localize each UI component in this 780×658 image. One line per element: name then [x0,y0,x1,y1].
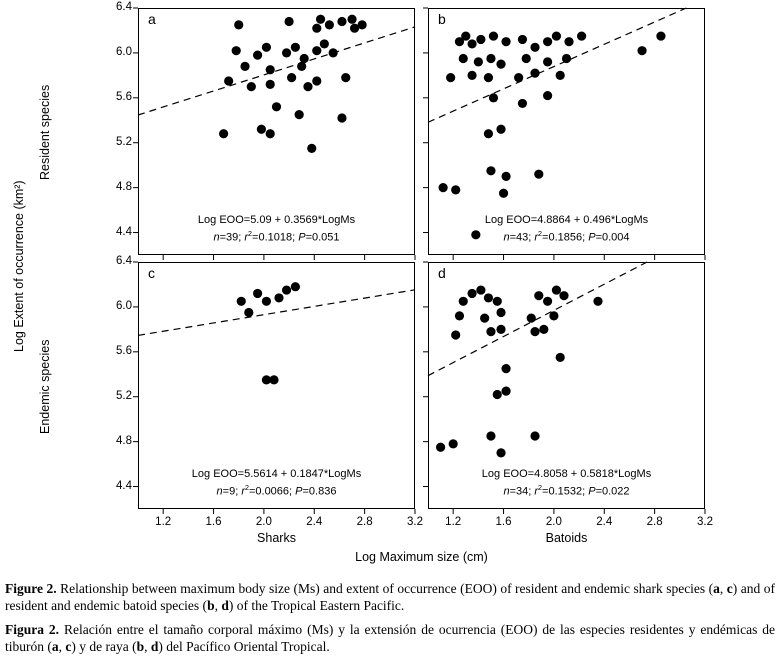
x-tick-label: 2.8 [646,516,663,528]
x-tick-label: 2.0 [255,516,272,528]
panel-d-scatter-plot [423,261,706,514]
x-tick-label: 2.0 [545,516,562,528]
row-label-endemic-species: Endemic species [38,339,52,435]
panel-b-fit-annotation: Log EOO=4.8864 + 0.496*LogMs n=43; r2=0.1… [428,213,705,247]
caption-spanish: Figura 2. Relación entre el tamaño corpo… [5,621,775,654]
y-tick-label: 5.2 [116,135,132,148]
x-tick-label: 3.2 [697,516,713,528]
fit-statistics: n=9; r2=0.0066; P=0.836 [216,484,337,499]
x-tick-label: 3.2 [407,516,423,528]
col-label-sharks: Sharks [257,531,296,545]
x-tick-label: 1.6 [205,516,222,528]
y-tick-label: 5.6 [116,344,132,357]
panel-b-scatter-plot [423,7,706,260]
x-tick-label: 1.2 [155,516,172,528]
y-tick-label: 6.0 [116,299,132,312]
figure-panel-a: a Log EOO=5.09 + 0.3569*LogMs n=39; r2=0.… [133,7,416,260]
fit-statistics: n=34; r2=0.1532; P=0.022 [503,484,630,499]
y-tick-label: 6.0 [116,45,132,58]
y-tick-label: 4.4 [116,479,132,492]
figure-caption: Figure 2. Relationship between maximum b… [5,581,775,658]
y-tick-label: 4.8 [116,434,132,447]
x-tick-label: 1.2 [445,516,462,528]
panel-c-letter: c [148,265,155,281]
y-tick-label: 5.2 [116,389,132,402]
x-axis-label: Log Maximum size (cm) [355,550,488,564]
fit-statistics: n=43; r2=0.1856; P=0.004 [503,230,630,245]
figure-panel-c: c Log EOO=5.5614 + 0.1847*LogMs n=9; r2=0… [133,261,416,514]
panel-a-fit-annotation: Log EOO=5.09 + 0.3569*LogMs n=39; r2=0.10… [138,213,415,247]
panel-d-fit-annotation: Log EOO=4.8058 + 0.5818*LogMs n=34; r2=0.… [428,467,705,501]
fit-equation: Log EOO=5.09 + 0.3569*LogMs [197,214,356,227]
x-tick-label: 2.8 [356,516,373,528]
figure-panel-b: b Log EOO=4.8864 + 0.496*LogMs n=43; r2=0… [423,7,706,260]
fit-equation: Log EOO=5.5614 + 0.1847*LogMs [191,468,362,481]
panel-d-letter: d [438,265,446,281]
caption-english: Figure 2. Relationship between maximum b… [5,581,776,613]
figure-2: Log Extent of occurrence (km²) Resident … [12,1,713,564]
y-tick-label: 4.8 [116,180,132,193]
panel-a-scatter-plot [133,7,416,260]
x-tick-label: 2.4 [306,516,323,528]
panel-c-scatter-plot [133,261,416,514]
row-label-resident-species: Resident species [38,84,52,180]
panel-a-letter: a [148,11,156,27]
fit-statistics: n=39; r2=0.1018; P=0.051 [213,230,340,245]
y-axis-label: Log Extent of occurrence (km²) [12,180,26,352]
panel-b-letter: b [438,11,446,27]
y-tick-label: 6.4 [116,255,132,267]
fit-equation: Log EOO=4.8864 + 0.496*LogMs [484,214,649,227]
fit-equation: Log EOO=4.8058 + 0.5818*LogMs [481,468,652,481]
y-tick-label: 5.6 [116,90,132,103]
y-tick-label: 4.4 [116,225,132,238]
y-tick-label: 6.4 [116,1,132,13]
col-label-batoids: Batoids [545,531,588,545]
x-tick-label: 1.6 [495,516,512,528]
panel-c-fit-annotation: Log EOO=5.5614 + 0.1847*LogMs n=9; r2=0.0… [138,467,415,501]
figure-panel-d: d Log EOO=4.8058 + 0.5818*LogMs n=34; r2=… [423,261,706,514]
x-tick-label: 2.4 [596,516,613,528]
